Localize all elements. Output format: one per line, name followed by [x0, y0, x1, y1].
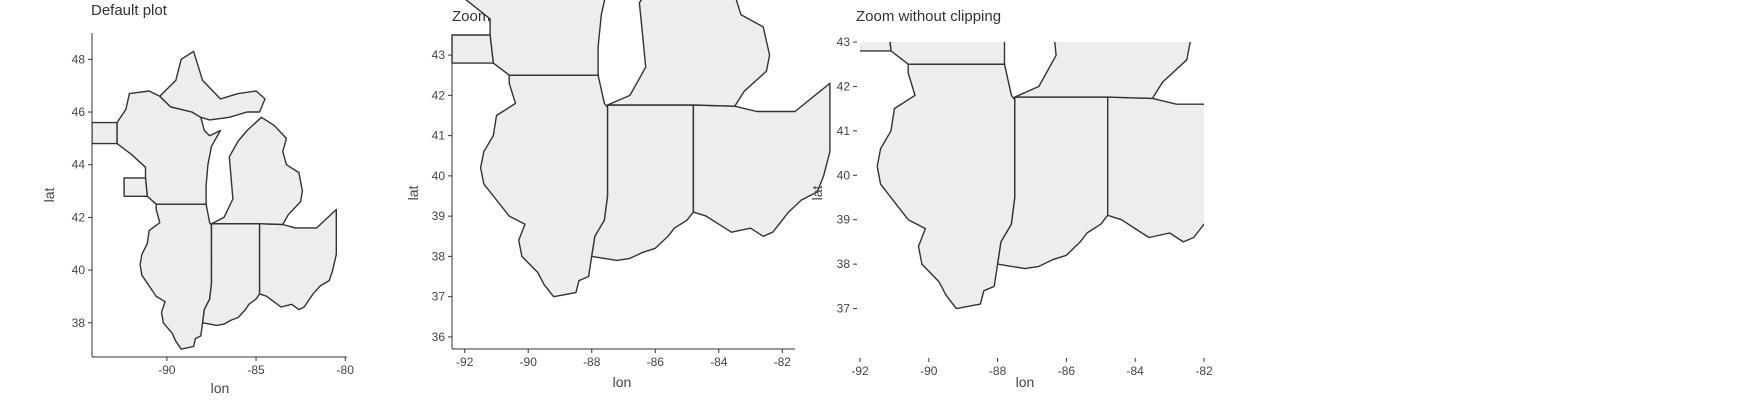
x-tick-label: -90 [158, 363, 176, 377]
axis-ticks: -92 -90 -88 -86 -84 -82 37 38 39 40 41 42 43 [837, 35, 1213, 378]
x-tick-label: -84 [1127, 364, 1145, 378]
x-tick-label: -92 [456, 355, 474, 369]
y-tick-label: 48 [72, 52, 86, 66]
map-regions [451, 0, 831, 298]
state-region-mi-lower [210, 116, 304, 226]
x-tick-label: -88 [583, 355, 601, 369]
state-region-in [201, 222, 261, 327]
y-tick-label: 37 [837, 302, 851, 316]
y-tick-label: 42 [432, 88, 446, 102]
x-tick-label: -86 [647, 355, 665, 369]
y-tick-label: 38 [72, 316, 86, 330]
y-tick-label: 44 [72, 158, 86, 172]
y-tick-label: 46 [72, 105, 86, 119]
x-tick-label: -92 [851, 364, 869, 378]
state-region-mn-stub [92, 121, 118, 145]
map-regions [860, 42, 1204, 310]
y-tick-label: 40 [72, 263, 86, 277]
state-region-ia-stub [451, 34, 494, 64]
y-tick-label: 42 [837, 79, 851, 93]
x-tick-label: -84 [710, 355, 728, 369]
y-tick-label: 41 [837, 124, 851, 138]
state-region-oh [1106, 96, 1204, 243]
state-region-ia-stub [860, 42, 892, 52]
state-region-oh [258, 208, 337, 311]
axis-ticks: -92 -90 -88 -86 -84 -82 36 37 38 39 40 41 42 43 [432, 48, 792, 369]
y-tick-label: 40 [432, 169, 446, 183]
y-tick-label: 36 [432, 330, 446, 344]
x-tick-label: -86 [1058, 364, 1076, 378]
map-regions [92, 50, 337, 350]
y-tick-label: 41 [432, 129, 446, 143]
panel-title: Default plot [91, 2, 168, 19]
x-tick-label: -82 [1195, 364, 1213, 378]
state-region-ia-stub [123, 177, 149, 198]
state-region-wi [465, 0, 606, 76]
x-axis-label: lon [1016, 374, 1035, 390]
y-tick-label: 40 [837, 168, 851, 182]
y-tick-label: 37 [432, 290, 446, 304]
panel-title: Zoom without clipping [856, 8, 1001, 25]
state-region-mi-lower [1014, 42, 1191, 100]
x-axis-label: lon [613, 374, 632, 390]
y-tick-label: 38 [837, 257, 851, 271]
y-axis-label: lat [405, 186, 421, 201]
y-tick-label: 43 [432, 48, 446, 62]
state-region-wi [889, 42, 1006, 65]
state-region-in [591, 104, 695, 262]
axis-ticks: -90 -85 -80 38 40 42 44 46 48 [72, 52, 355, 377]
x-tick-label: -82 [774, 355, 792, 369]
y-axis-label: lat [41, 188, 57, 203]
state-region-mi-lower [606, 0, 771, 107]
y-tick-label: 42 [72, 210, 86, 224]
panel-default-plot: Default plot -90 -85 -80 38 40 42 44 46 48 lon l… [41, 2, 354, 396]
y-axis-label: lat [809, 186, 825, 201]
y-tick-label: 39 [432, 209, 446, 223]
panel-zoom-with-clipping: Zoom with clipping -92-90-88-86-84-82363… [405, 0, 831, 390]
state-region-in [996, 96, 1109, 270]
state-region-oh [692, 82, 831, 238]
y-tick-label: 39 [837, 213, 851, 227]
x-tick-label: -90 [520, 355, 538, 369]
x-axis-label: lon [211, 380, 230, 396]
y-tick-label: 38 [432, 249, 446, 263]
y-tick-label: 43 [837, 35, 851, 49]
state-region-il [876, 63, 1016, 310]
x-tick-label: -88 [989, 364, 1007, 378]
state-region-il [479, 74, 609, 298]
x-tick-label: -85 [247, 363, 265, 377]
panel-zoom-without-clipping: Zoom without clipping -92 -90 -88 -86 -84 -82… [809, 8, 1213, 390]
x-tick-label: -80 [337, 363, 355, 377]
x-tick-label: -90 [920, 364, 938, 378]
state-region-mi-upper [159, 50, 266, 121]
state-region-il [139, 203, 213, 350]
